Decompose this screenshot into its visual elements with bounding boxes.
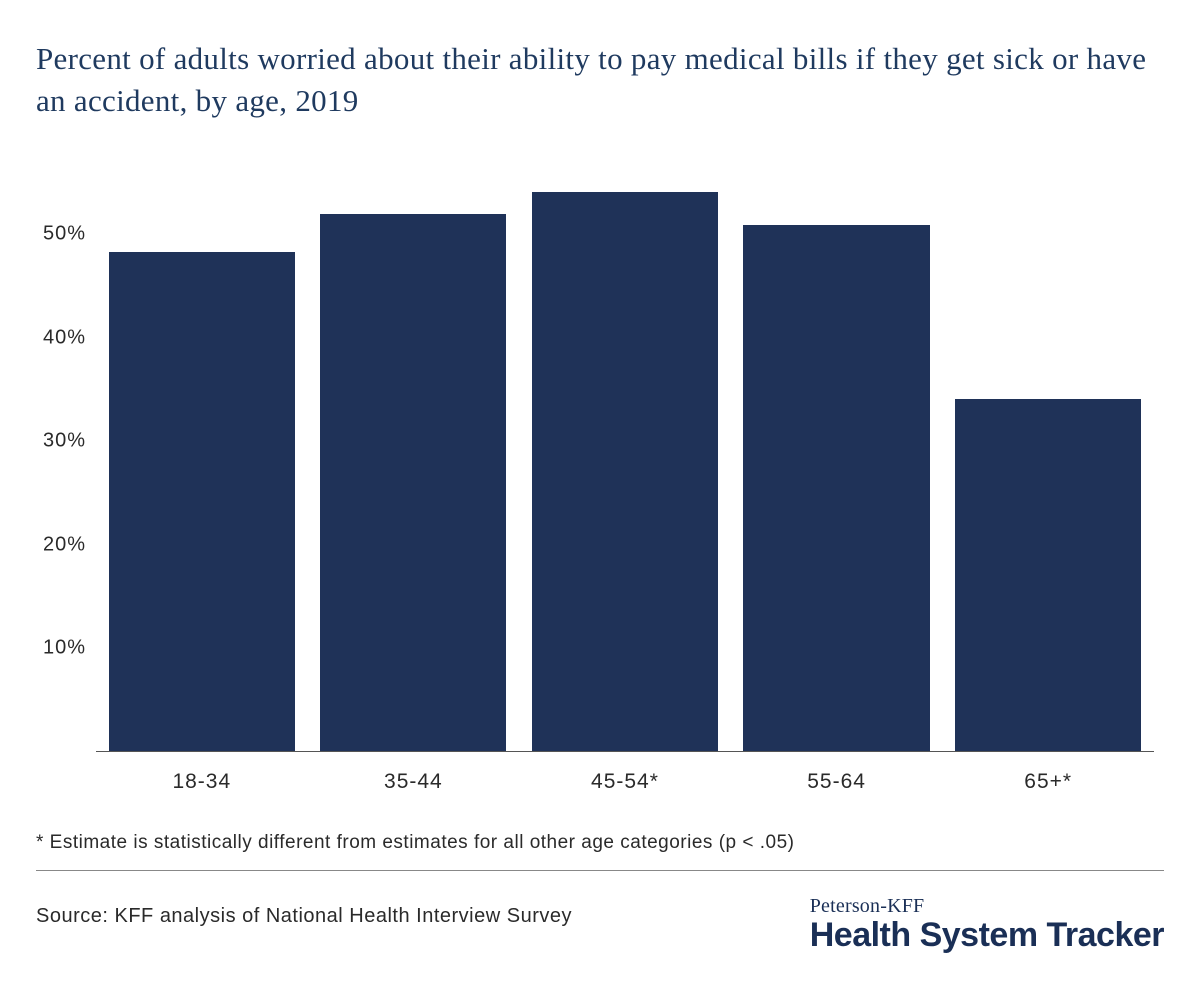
footnote: * Estimate is statistically different fr… bbox=[36, 832, 1164, 871]
logo-top-line: Peterson-KFF bbox=[810, 895, 1164, 918]
y-tick-label: 50% bbox=[36, 223, 86, 246]
y-tick-label: 10% bbox=[36, 637, 86, 660]
bar bbox=[743, 225, 929, 751]
x-axis-labels: 18-3435-4445-54*55-6465+* bbox=[96, 770, 1154, 794]
bar-slot bbox=[519, 162, 731, 751]
bars-container bbox=[96, 162, 1154, 752]
bar-slot bbox=[96, 162, 308, 751]
x-tick-label: 45-54* bbox=[519, 770, 731, 794]
bar bbox=[955, 399, 1141, 750]
footer-row: Source: KFF analysis of National Health … bbox=[36, 895, 1164, 955]
x-tick-label: 18-34 bbox=[96, 770, 308, 794]
bar-slot bbox=[308, 162, 520, 751]
y-tick-label: 30% bbox=[36, 430, 86, 453]
x-tick-label: 35-44 bbox=[308, 770, 520, 794]
bar-slot bbox=[942, 162, 1154, 751]
bar bbox=[320, 214, 506, 750]
logo-bottom-line: Health System Tracker bbox=[810, 916, 1164, 955]
bar bbox=[532, 192, 718, 751]
source-text: Source: KFF analysis of National Health … bbox=[36, 895, 572, 928]
bar-slot bbox=[731, 162, 943, 751]
x-tick-label: 65+* bbox=[942, 770, 1154, 794]
y-tick-label: 20% bbox=[36, 533, 86, 556]
chart-area: 10%20%30%40%50% bbox=[96, 162, 1154, 752]
logo: Peterson-KFF Health System Tracker bbox=[810, 895, 1164, 955]
x-tick-label: 55-64 bbox=[731, 770, 943, 794]
chart-title: Percent of adults worried about their ab… bbox=[36, 38, 1164, 122]
y-tick-label: 40% bbox=[36, 326, 86, 349]
bar bbox=[109, 252, 295, 751]
